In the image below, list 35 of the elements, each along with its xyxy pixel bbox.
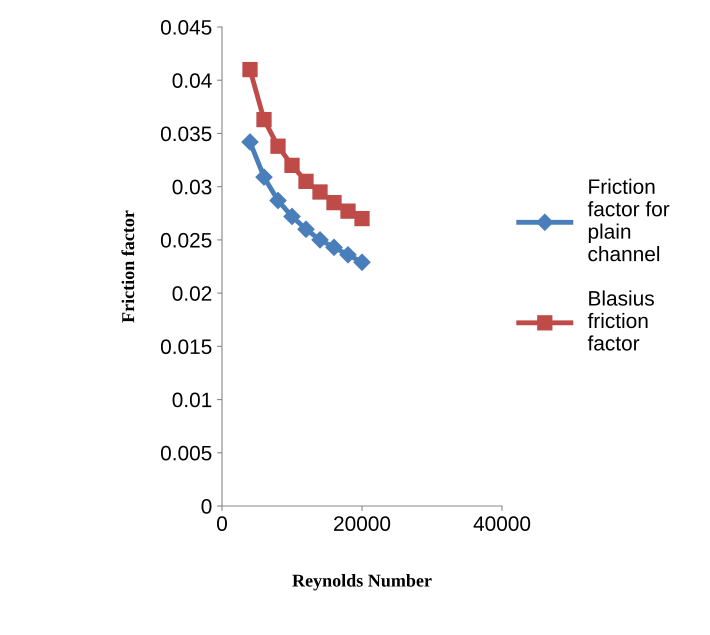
point [269,192,287,210]
y-axis-title: Friction factor [121,210,134,323]
x-tick-label: 0 [217,516,227,532]
y-tick-label: 0.015 [160,339,212,354]
point [270,138,286,154]
point [255,168,273,186]
x-tick-label: 40000 [474,516,530,532]
y-tick-label: 0.02 [172,286,212,301]
y-tick-label: 0.035 [160,126,212,142]
point [339,246,357,264]
point [354,210,370,226]
y-tick-label: 0.025 [160,232,212,248]
point [340,204,356,219]
y-tick-label: 0.04 [172,73,212,88]
point [353,253,371,272]
y-tick-label: 0.045 [160,20,212,35]
point [325,238,343,256]
legend-label: Blasius friction factor [588,290,654,351]
legend-label: Friction factor for plain channel [588,178,670,262]
point [242,62,258,78]
point [311,231,329,249]
point [283,208,301,226]
y-tick-label: 0.01 [172,392,212,408]
point [297,220,315,238]
y-tick-label: 0 [202,499,212,514]
point [312,184,328,200]
point [241,133,259,151]
point [256,112,272,128]
x-axis-title: Reynolds Number [292,574,432,590]
x-tick-label: 20000 [334,516,390,532]
point [284,158,300,174]
point [326,194,342,210]
y-tick-label: 0.03 [172,180,212,194]
y-tick-label: 0.005 [160,446,212,461]
point [298,174,314,189]
